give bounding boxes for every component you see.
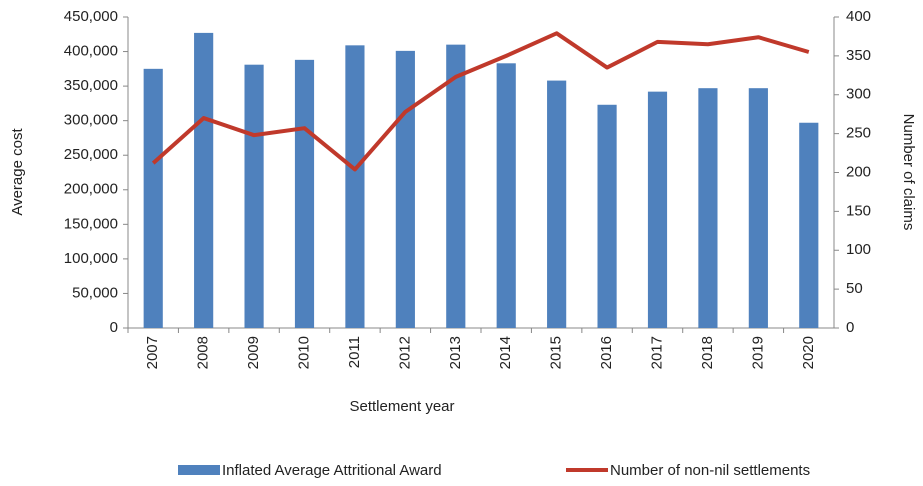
bar (143, 68, 163, 328)
x-tick-label: 2020 (800, 336, 817, 369)
y2-tick-label: 250 (846, 125, 871, 142)
x-tick-label: 2016 (598, 336, 615, 369)
x-tick-label: 2011 (346, 336, 363, 368)
y-tick-label: 0 (110, 319, 118, 336)
y2-tick-label: 350 (846, 47, 871, 64)
y-tick-label: 200,000 (64, 181, 118, 198)
x-axis-title: Settlement year (349, 398, 454, 415)
bar (496, 63, 516, 328)
x-tick-label: 2009 (245, 336, 262, 369)
y2-axis-title: Number of claims (900, 114, 917, 231)
bar (194, 32, 214, 328)
y2-tick-label: 400 (846, 8, 871, 25)
bar (748, 88, 768, 328)
x-tick-label: 2012 (396, 336, 413, 369)
x-tick-label: 2014 (497, 336, 514, 369)
y2-tick-label: 0 (846, 319, 854, 336)
x-tick-label: 2015 (548, 336, 565, 369)
bar (244, 64, 264, 328)
y-axis-title: Average cost (9, 128, 26, 216)
bar (698, 88, 718, 328)
bar (446, 44, 466, 329)
y2-tick-label: 150 (846, 202, 871, 219)
y-tick-label: 250,000 (64, 146, 118, 163)
bar (294, 59, 315, 329)
bar (597, 104, 617, 328)
x-tick-label: 2007 (144, 336, 161, 369)
x-tick-label: 2019 (749, 336, 766, 369)
y-tick-label: 300,000 (64, 112, 118, 129)
y-tick-label: 50,000 (72, 284, 118, 301)
bar (799, 122, 819, 329)
y-tick-label: 400,000 (64, 43, 118, 60)
x-tick-label: 2013 (447, 336, 464, 369)
x-tick-label: 2010 (295, 336, 312, 369)
y2-tick-label: 50 (846, 280, 863, 297)
y-tick-label: 150,000 (64, 215, 118, 232)
y-tick-label: 450,000 (64, 8, 118, 25)
legend-label: Inflated Average Attritional Award (222, 462, 442, 479)
legend-swatch (178, 465, 220, 475)
bar (647, 91, 668, 328)
x-tick-label: 2017 (648, 336, 665, 369)
y2-tick-label: 100 (846, 241, 871, 258)
x-tick-label: 2008 (195, 336, 212, 369)
bar (547, 80, 567, 329)
x-tick-label: 2018 (699, 336, 716, 369)
y-tick-label: 350,000 (64, 77, 118, 94)
y-tick-label: 100,000 (64, 250, 118, 267)
legend-label: Number of non-nil settlements (610, 462, 810, 479)
bar (345, 45, 365, 328)
y2-tick-label: 300 (846, 86, 871, 103)
line (151, 31, 810, 172)
bar (395, 50, 415, 329)
y2-tick-label: 200 (846, 163, 871, 180)
